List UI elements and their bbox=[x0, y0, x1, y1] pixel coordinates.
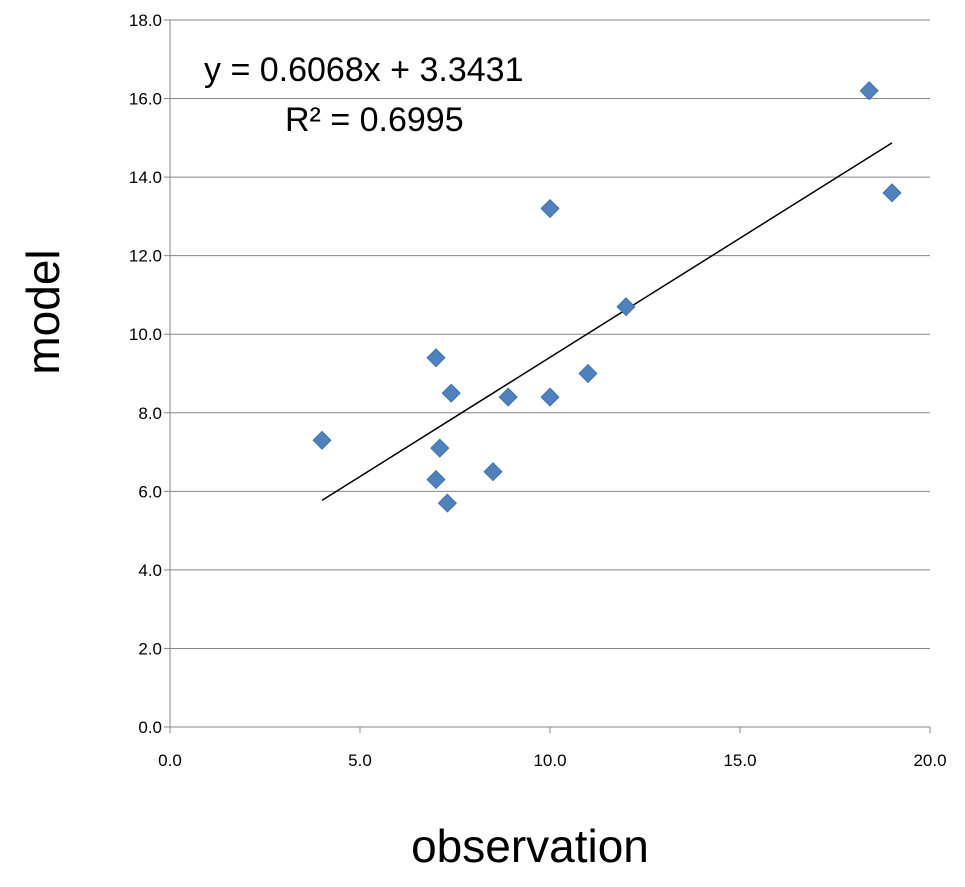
y-tick-label: 0.0 bbox=[138, 718, 162, 737]
y-tick-label: 16.0 bbox=[129, 90, 162, 109]
axes bbox=[164, 19, 931, 733]
data-point bbox=[483, 462, 503, 482]
data-point bbox=[441, 383, 461, 403]
x-tick-label: 5.0 bbox=[348, 751, 372, 770]
data-points bbox=[312, 81, 902, 513]
y-tick-label: 18.0 bbox=[129, 11, 162, 30]
y-axis-title: model bbox=[17, 249, 69, 374]
data-point bbox=[430, 438, 450, 458]
y-tick-label: 6.0 bbox=[138, 482, 162, 501]
y-tick-label: 4.0 bbox=[138, 561, 162, 580]
gridlines bbox=[170, 19, 930, 649]
trendline-equation: y = 0.6068x + 3.3431 bbox=[204, 51, 523, 89]
y-tick-label: 14.0 bbox=[129, 168, 162, 187]
y-tick-labels: 0.0 2.0 4.0 6.0 8.0 10.0 12.0 14.0 16.0 18.0 bbox=[129, 11, 162, 737]
data-point bbox=[426, 348, 446, 368]
trendline-group bbox=[321, 142, 893, 501]
x-tick-label: 15.0 bbox=[723, 751, 756, 770]
data-point bbox=[540, 198, 560, 219]
data-point bbox=[426, 469, 446, 490]
linear-trendline bbox=[321, 142, 893, 501]
x-tick-label: 0.0 bbox=[158, 751, 182, 770]
x-tick-label: 20.0 bbox=[913, 751, 946, 770]
data-point bbox=[312, 430, 332, 450]
y-tick-label: 8.0 bbox=[138, 404, 162, 423]
x-axis-title: observation bbox=[411, 820, 649, 872]
data-point bbox=[616, 297, 636, 317]
trendline-r-squared: R² = 0.6995 bbox=[285, 101, 464, 139]
data-point bbox=[437, 493, 457, 513]
data-point bbox=[578, 363, 598, 384]
x-tick-label: 10.0 bbox=[533, 751, 566, 770]
y-tick-label: 12.0 bbox=[129, 247, 162, 266]
data-point bbox=[882, 183, 902, 203]
data-point bbox=[859, 81, 879, 101]
y-tick-label: 2.0 bbox=[138, 639, 162, 658]
data-point bbox=[540, 387, 560, 407]
y-tick-label: 10.0 bbox=[129, 325, 162, 344]
x-tick-labels: 0.0 5.0 10.0 15.0 20.0 bbox=[158, 751, 946, 770]
data-point bbox=[498, 387, 518, 407]
